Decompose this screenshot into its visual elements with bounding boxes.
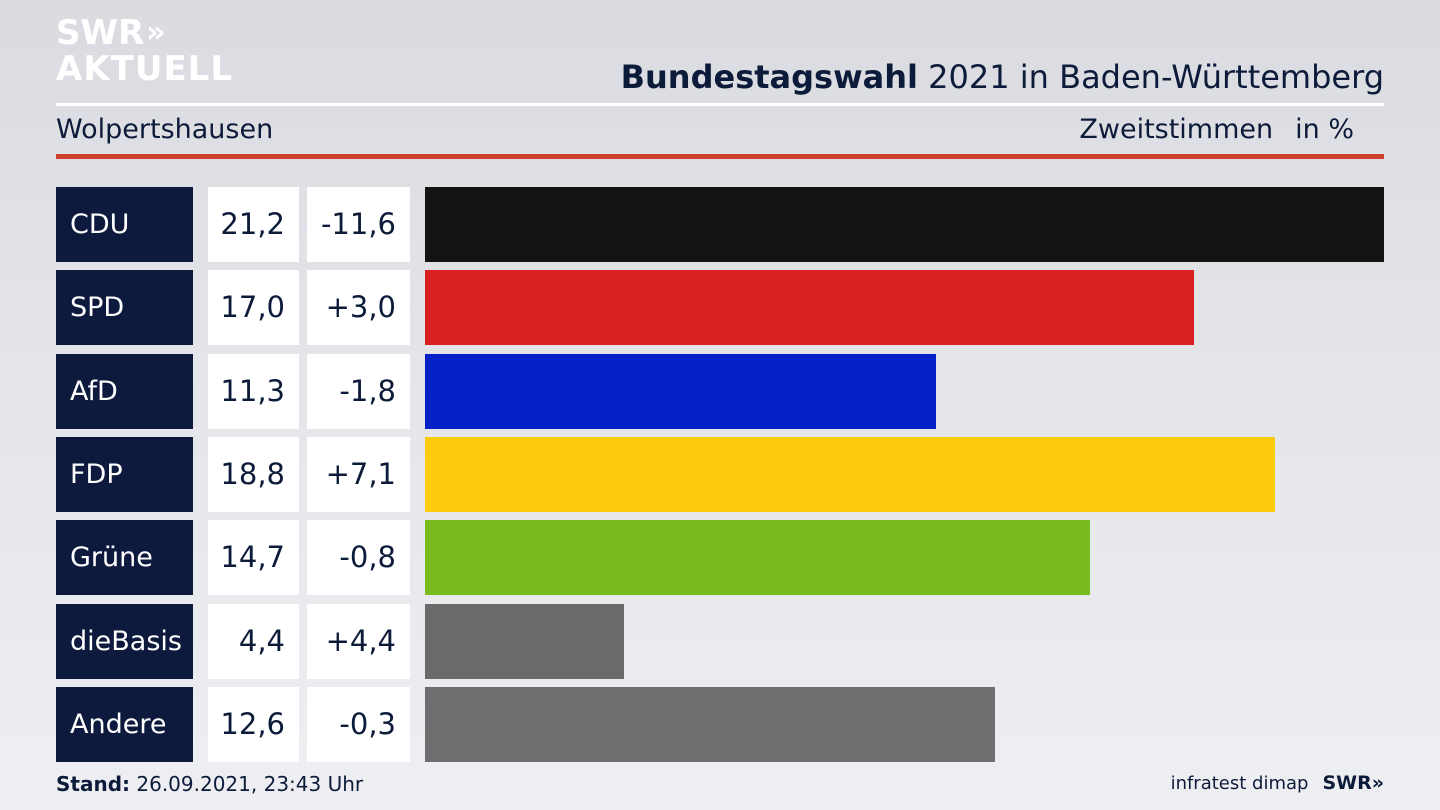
change-label: -0,8 bbox=[307, 520, 410, 595]
measure-label: Zweitstimmen in % bbox=[1079, 114, 1354, 145]
change-label: -0,3 bbox=[307, 687, 410, 762]
change-label: -11,6 bbox=[307, 187, 410, 262]
party-label: Andere bbox=[56, 687, 193, 762]
header-divider bbox=[56, 103, 1384, 106]
chart-row: Grüne 14,7 -0,8 bbox=[56, 520, 1384, 595]
party-label: FDP bbox=[56, 437, 193, 512]
swr-brand-logo: SWR» bbox=[1322, 772, 1384, 794]
logo-swr-text: SWR bbox=[56, 13, 145, 53]
timestamp-value: 26.09.2021, 23:43 Uhr bbox=[130, 772, 364, 796]
change-label: +3,0 bbox=[307, 270, 410, 345]
bar bbox=[425, 437, 1275, 512]
value-label: 11,3 bbox=[208, 354, 299, 429]
bar bbox=[425, 520, 1090, 595]
bar bbox=[425, 687, 995, 762]
party-label: dieBasis bbox=[56, 604, 193, 679]
logo-aktuell-text: AKTUELL bbox=[56, 49, 234, 89]
swr-aktuell-logo: SWR» AKTUELL bbox=[56, 16, 233, 86]
chart-title-bold: Bundestagswahl bbox=[620, 58, 918, 96]
header-accent-rule bbox=[56, 154, 1384, 159]
chart-row: Andere 12,6 -0,3 bbox=[56, 687, 1384, 762]
party-label: Grüne bbox=[56, 520, 193, 595]
unit-label: in % bbox=[1295, 114, 1354, 145]
timestamp: Stand: 26.09.2021, 23:43 Uhr bbox=[56, 772, 363, 796]
chart-title-rest: 2021 in Baden-Württemberg bbox=[917, 58, 1384, 96]
bar bbox=[425, 604, 624, 679]
party-label: AfD bbox=[56, 354, 193, 429]
bar bbox=[425, 354, 936, 429]
chart-title: Bundestagswahl 2021 in Baden-Württemberg bbox=[621, 58, 1384, 96]
value-label: 18,8 bbox=[208, 437, 299, 512]
value-label: 14,7 bbox=[208, 520, 299, 595]
value-label: 12,6 bbox=[208, 687, 299, 762]
source-label: infratest dimap bbox=[1170, 772, 1309, 794]
change-label: -1,8 bbox=[307, 354, 410, 429]
chart-row: dieBasis 4,4 +4,4 bbox=[56, 604, 1384, 679]
change-label: +7,1 bbox=[307, 437, 410, 512]
value-label: 17,0 bbox=[208, 270, 299, 345]
chart-row: FDP 18,8 +7,1 bbox=[56, 437, 1384, 512]
value-label: 21,2 bbox=[208, 187, 299, 262]
bar bbox=[425, 187, 1384, 262]
value-label: 4,4 bbox=[208, 604, 299, 679]
chart-row: CDU 21,2 -11,6 bbox=[56, 187, 1384, 262]
party-label: CDU bbox=[56, 187, 193, 262]
source-credit: infratest dimap SWR» bbox=[1171, 772, 1384, 794]
change-label: +4,4 bbox=[307, 604, 410, 679]
party-label: SPD bbox=[56, 270, 193, 345]
bar bbox=[425, 270, 1194, 345]
chart-row: SPD 17,0 +3,0 bbox=[56, 270, 1384, 345]
location-label: Wolpertshausen bbox=[56, 114, 274, 145]
measure-name: Zweitstimmen bbox=[1079, 114, 1274, 145]
timestamp-label: Stand: bbox=[56, 772, 131, 796]
logo-chevrons-icon: » bbox=[146, 15, 166, 50]
chart-row: AfD 11,3 -1,8 bbox=[56, 354, 1384, 429]
